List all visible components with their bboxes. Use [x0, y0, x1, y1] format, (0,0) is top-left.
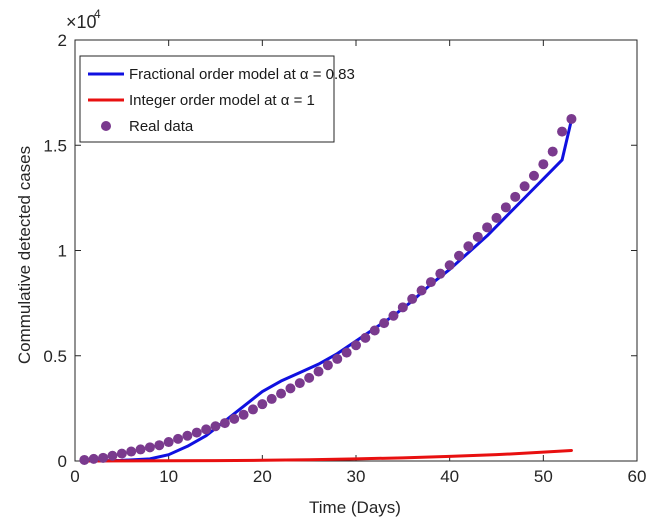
data-point	[313, 366, 324, 377]
data-point	[351, 340, 361, 351]
x-tick-label: 50	[534, 467, 553, 486]
data-point	[444, 260, 455, 271]
data-point	[510, 191, 521, 202]
data-point	[257, 399, 268, 410]
data-point	[88, 453, 99, 464]
y-tick-label: 0.5	[43, 347, 67, 366]
y-tick-label: 2	[58, 31, 67, 50]
data-point	[491, 212, 502, 223]
data-point	[182, 430, 193, 441]
data-point	[519, 181, 530, 192]
x-tick-label: 40	[440, 467, 459, 486]
data-point	[266, 393, 277, 404]
data-point	[341, 347, 352, 358]
data-point	[294, 378, 305, 389]
data-point	[425, 277, 436, 288]
x-axis-label: Time (Days)	[309, 498, 401, 517]
data-point	[135, 444, 146, 455]
series-line-1	[82, 448, 573, 463]
data-point	[407, 293, 418, 304]
data-point	[416, 285, 427, 296]
x-tick-label: 10	[159, 467, 178, 486]
data-point	[547, 146, 558, 157]
data-point	[191, 427, 202, 438]
data-point	[435, 268, 446, 279]
y-exponent-power: 4	[94, 7, 101, 21]
x-tick-label: 20	[253, 467, 272, 486]
data-point	[229, 413, 240, 424]
data-point	[210, 421, 221, 432]
data-point	[219, 418, 230, 429]
data-point	[285, 383, 296, 394]
data-point	[360, 332, 371, 343]
x-axis-ticks: 0 10 20 30 40 50 60	[70, 40, 646, 486]
data-point	[154, 440, 165, 451]
series-line-0	[82, 118, 573, 463]
data-point	[472, 231, 483, 242]
x-tick-label: 30	[347, 467, 366, 486]
data-point	[238, 409, 249, 420]
y-tick-label: 1.5	[43, 136, 67, 155]
data-point	[144, 442, 155, 453]
legend-label-integer: Integer order model at α = 1	[129, 92, 315, 109]
data-point	[482, 222, 493, 233]
data-point	[173, 433, 184, 444]
data-point	[397, 302, 408, 313]
y-axis-ticks: 0 0.5 1 1.5 2	[43, 31, 637, 471]
y-axis-exponent: ×10 4	[66, 7, 101, 32]
legend-label-fractional: Fractional order model at α = 0.83	[129, 66, 355, 83]
data-point	[98, 452, 109, 463]
data-point	[557, 126, 568, 137]
x-tick-label: 60	[628, 467, 647, 486]
data-point	[107, 450, 118, 461]
data-point	[538, 159, 549, 170]
data-point	[566, 113, 577, 124]
data-point	[201, 424, 212, 435]
legend: Fractional order model at α = 0.83 Integ…	[79, 55, 355, 143]
data-point	[79, 454, 90, 465]
y-exponent-base: ×10	[66, 12, 97, 32]
y-axis-label: Commulative detected cases	[15, 146, 34, 364]
legend-box	[79, 55, 335, 143]
data-point	[276, 388, 287, 399]
data-point	[332, 353, 343, 364]
y-tick-label: 1	[58, 242, 67, 261]
legend-label-real-data: Real data	[129, 118, 194, 135]
data-point	[454, 250, 465, 261]
data-point	[388, 310, 399, 321]
data-point	[247, 404, 258, 415]
data-point	[126, 446, 137, 457]
data-point	[163, 437, 174, 448]
data-point	[304, 372, 315, 383]
data-point	[528, 170, 539, 181]
series-layer	[79, 113, 577, 465]
data-point	[369, 325, 380, 336]
data-point	[116, 448, 127, 459]
x-tick-label: 0	[70, 467, 79, 486]
data-point	[463, 241, 474, 252]
data-point	[500, 202, 511, 213]
y-tick-label: 0	[58, 452, 67, 471]
data-point	[322, 360, 333, 371]
legend-swatch-real-data	[101, 121, 111, 131]
data-point	[379, 318, 390, 329]
